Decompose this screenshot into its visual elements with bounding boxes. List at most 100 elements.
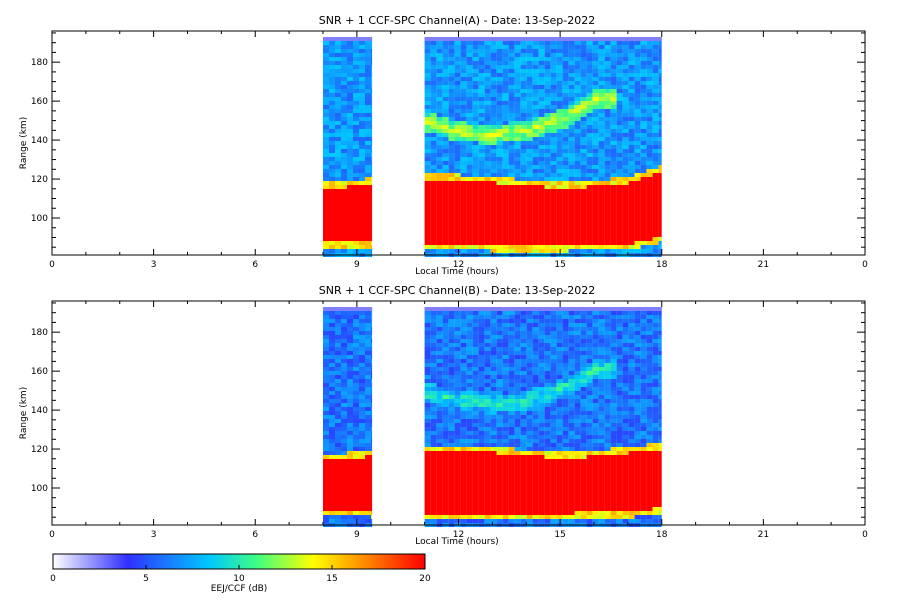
heatmap-cell (616, 133, 623, 137)
heatmap-cell (586, 343, 593, 347)
heatmap-cell (335, 185, 341, 189)
heatmap-cell (616, 113, 623, 117)
heatmap-cell (371, 355, 373, 359)
heatmap-cell (544, 237, 551, 241)
heatmap-cell (634, 57, 641, 61)
heatmap-cell (652, 233, 659, 237)
heatmap-cell (490, 85, 497, 89)
heatmap-cell (371, 209, 373, 213)
heatmap-cell (335, 141, 341, 145)
heatmap-cell (520, 503, 527, 507)
heatmap-cell (526, 233, 533, 237)
heatmap-cell (544, 241, 551, 245)
heatmap-cell (454, 129, 461, 133)
heatmap-cell (472, 153, 479, 157)
heatmap-cell (526, 439, 533, 443)
heatmap-cell (436, 169, 443, 173)
heatmap-cell (454, 419, 461, 423)
heatmap-cell (532, 205, 539, 209)
heatmap-cell (436, 315, 443, 319)
heatmap-cell (496, 173, 503, 177)
heatmap-cell (562, 407, 569, 411)
heatmap-cell (586, 439, 593, 443)
heatmap-cell (460, 327, 467, 331)
heatmap-cell (371, 443, 373, 447)
heatmap-cell (436, 157, 443, 161)
heatmap-cell (454, 343, 461, 347)
heatmap-cell (520, 217, 527, 221)
heatmap-cell (442, 491, 449, 495)
heatmap-cell (490, 101, 497, 105)
heatmap-cell (574, 121, 581, 125)
heatmap-cell (604, 233, 611, 237)
heatmap-cell (329, 229, 335, 233)
heatmap-cell (490, 201, 497, 205)
heatmap-cell (323, 125, 329, 129)
heatmap-cell (430, 53, 437, 57)
heatmap-cell (424, 327, 431, 331)
heatmap-cell (514, 327, 521, 331)
heatmap-cell (448, 499, 455, 503)
heatmap-cell (574, 507, 581, 511)
heatmap-cell (430, 229, 437, 233)
heatmap-cell (538, 419, 545, 423)
heatmap-cell (472, 101, 479, 105)
heatmap-cell (496, 57, 503, 61)
heatmap-cell (580, 451, 587, 455)
heatmap-cell (430, 463, 437, 467)
heatmap-cell (634, 213, 641, 217)
heatmap-cell (496, 213, 503, 217)
heatmap-cell (359, 181, 365, 185)
heatmap-cell (454, 455, 461, 459)
heatmap-cell (335, 351, 341, 355)
heatmap-cell (544, 209, 551, 213)
heatmap-cell (550, 519, 557, 523)
heatmap-cell (484, 451, 491, 455)
heatmap-cell (460, 359, 467, 363)
heatmap-cell (580, 467, 587, 471)
heatmap-cell (347, 237, 353, 241)
heatmap-cell (598, 249, 605, 253)
heatmap-cell (658, 57, 662, 61)
heatmap-cell (598, 311, 605, 315)
heatmap-cell (610, 213, 617, 217)
heatmap-cell (448, 387, 455, 391)
heatmap-cell (353, 431, 359, 435)
data-block-1 (424, 307, 662, 527)
heatmap-cell (347, 241, 353, 245)
heatmap-cell (622, 129, 629, 133)
heatmap-cell (323, 225, 329, 229)
heatmap-cell (532, 483, 539, 487)
heatmap-cell (430, 113, 437, 117)
heatmap-cell (359, 379, 365, 383)
heatmap-cell (502, 439, 509, 443)
heatmap-cell (604, 387, 611, 391)
heatmap-cell (359, 97, 365, 101)
heatmap-cell (568, 459, 575, 463)
heatmap-cell (323, 423, 329, 427)
heatmap-cell (365, 121, 371, 125)
heatmap-cell (616, 237, 623, 241)
heatmap-cell (329, 375, 335, 379)
heatmap-cell (634, 141, 641, 145)
heatmap-cell (424, 53, 431, 57)
heatmap-cell (466, 105, 473, 109)
heatmap-cell (592, 319, 599, 323)
heatmap-cell (508, 61, 515, 65)
heatmap-cell (448, 169, 455, 173)
heatmap-cell (478, 495, 485, 499)
heatmap-cell (329, 451, 335, 455)
heatmap-cell (353, 379, 359, 383)
heatmap-cell (622, 229, 629, 233)
heatmap-cell (430, 435, 437, 439)
heatmap-cell (502, 323, 509, 327)
heatmap-cell (341, 339, 347, 343)
heatmap-cell (454, 133, 461, 137)
heatmap-cell (520, 483, 527, 487)
heatmap-cell (550, 315, 557, 319)
heatmap-cell (508, 241, 515, 245)
heatmap-cell (538, 459, 545, 463)
heatmap-cell (580, 379, 587, 383)
heatmap-cell (592, 41, 599, 45)
heatmap-cell (466, 125, 473, 129)
